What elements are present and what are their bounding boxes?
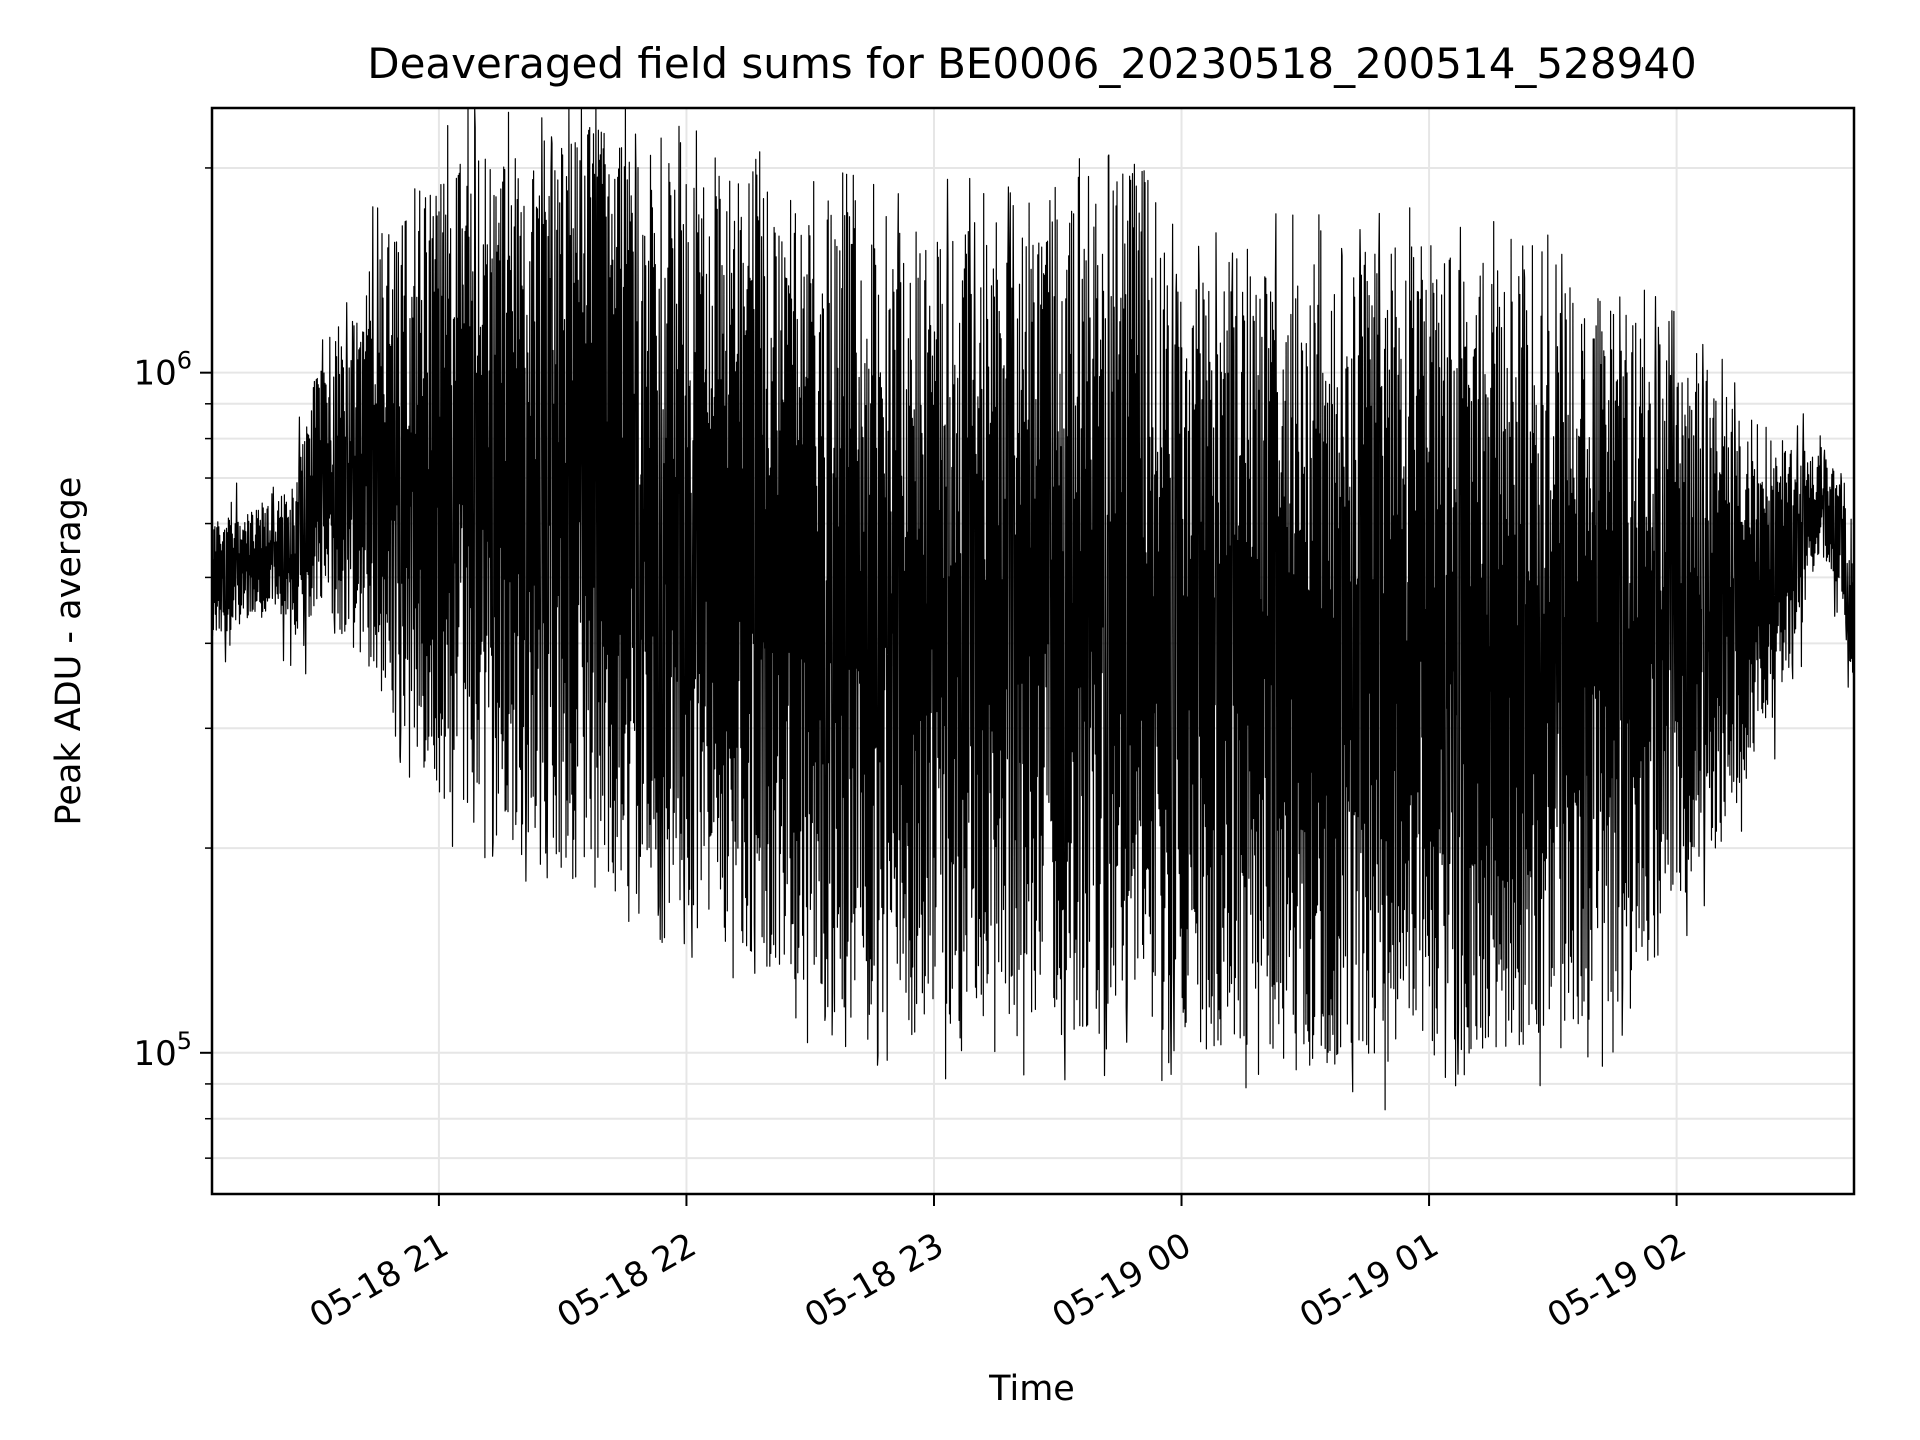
- y-tick-exponent: 6: [177, 347, 192, 375]
- y-tick-label: 105: [133, 1027, 192, 1074]
- series-line: [211, 107, 1855, 1111]
- data-series: [211, 107, 1855, 1111]
- y-tick-label: 106: [133, 347, 192, 394]
- plot-frame: [210, 106, 1856, 1196]
- y-tick-base: 10: [133, 1034, 176, 1074]
- y-tick-base: 10: [133, 354, 176, 394]
- y-tick-exponent: 5: [177, 1027, 192, 1055]
- x-axis-label: Time: [988, 1369, 1075, 1409]
- y-axis-label: Peak ADU - average: [49, 477, 89, 826]
- chart-title: Deaveraged field sums for BE0006_2023051…: [367, 39, 1697, 88]
